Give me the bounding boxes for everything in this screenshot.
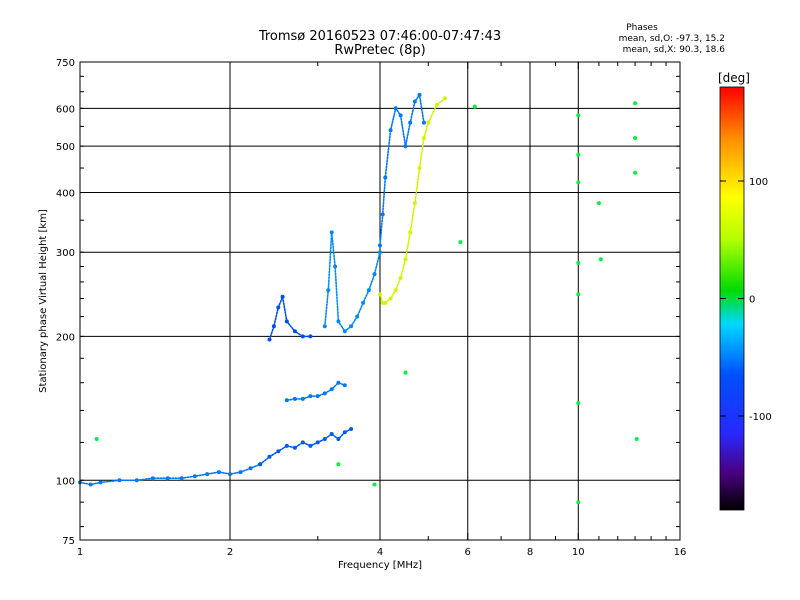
echo-trace [379, 97, 446, 304]
grid-lines [80, 62, 680, 540]
chart-subtitle: RwPretec (8p) [334, 43, 425, 58]
echo-point [596, 201, 601, 206]
echo-point [576, 401, 581, 406]
echo-point [458, 240, 463, 245]
echo-point [472, 104, 477, 109]
x-axis-label: Frequency [MHz] [338, 560, 422, 571]
x-tick-label: 6 [465, 547, 471, 558]
echo-point [576, 113, 581, 118]
echo-trace [259, 428, 352, 466]
phase-o-stats: mean, sd,O: -97.3, 15.2 [619, 34, 725, 44]
echo-point [576, 180, 581, 185]
x-tick-label: 1 [77, 547, 83, 558]
echo-point [403, 370, 408, 375]
echo-point [94, 437, 99, 441]
echo-point [372, 482, 377, 487]
phase-heading: Phases [626, 23, 658, 33]
y-tick-label: 500 [56, 142, 75, 153]
colorbar-ticks: 100 0 -100 [720, 177, 772, 423]
y-tick-label: 750 [56, 58, 75, 69]
echo-point [576, 152, 581, 157]
echo-point [634, 437, 639, 441]
echo-point [633, 170, 638, 175]
x-tick-label: 16 [674, 547, 687, 558]
colorbar-tick-label: 0 [749, 295, 755, 306]
x-tick-label: 8 [527, 547, 533, 558]
echo-trace [79, 463, 261, 486]
y-tick-label: 100 [56, 476, 75, 487]
y-tick-label: 300 [56, 248, 75, 259]
tick-labels: 1 2 4 6 8 10 16 75 100 200 300 400 500 600 750 [56, 58, 686, 558]
echo-point [633, 136, 638, 140]
chart-title: Tromsø 20160523 07:46:00-07:47:43 [258, 29, 501, 44]
y-axis-label: Stationary phase Virtual Height [km] [38, 209, 49, 393]
axis-ticks [79, 62, 681, 540]
echo-point [576, 260, 581, 265]
y-tick-label: 600 [56, 104, 75, 115]
echo-point [576, 500, 581, 505]
echo-point [598, 257, 603, 262]
echo-trace [268, 293, 312, 341]
x-tick-label: 4 [377, 547, 383, 558]
echo-point [633, 101, 638, 106]
echo-trace [379, 92, 425, 247]
x-tick-label: 10 [572, 547, 585, 558]
colorbar-tick-label: 100 [749, 177, 768, 188]
y-tick-label: 400 [56, 188, 75, 199]
phase-x-stats: mean, sd,X: 90.3, 18.6 [623, 45, 726, 55]
y-tick-label: 75 [62, 536, 75, 547]
x-tick-label: 2 [227, 547, 233, 558]
echo-point [336, 462, 341, 467]
colorbar-tick-label: -100 [749, 412, 772, 423]
echo-point [576, 292, 581, 297]
echo-trace [286, 381, 346, 402]
echo-points [78, 92, 639, 505]
echo-trace [324, 232, 381, 333]
colorbar-label: [deg] [718, 71, 750, 85]
y-tick-label: 200 [56, 332, 75, 343]
